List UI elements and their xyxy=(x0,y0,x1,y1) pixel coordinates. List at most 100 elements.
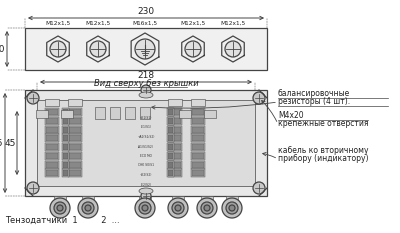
Bar xyxy=(191,126,205,134)
Text: 218: 218 xyxy=(138,71,154,80)
Bar xyxy=(62,152,69,160)
Bar xyxy=(63,127,68,133)
Bar xyxy=(204,110,216,118)
Bar xyxy=(191,161,205,168)
Circle shape xyxy=(226,202,238,214)
Circle shape xyxy=(141,85,151,95)
Circle shape xyxy=(253,182,265,194)
Text: 50: 50 xyxy=(0,45,5,54)
Bar xyxy=(168,118,173,124)
Bar xyxy=(169,118,181,124)
Bar xyxy=(140,107,150,119)
Bar xyxy=(46,135,58,141)
Bar xyxy=(168,169,182,177)
Bar xyxy=(201,196,213,202)
Bar xyxy=(172,196,184,202)
Bar xyxy=(36,110,48,118)
Circle shape xyxy=(204,205,210,211)
Bar xyxy=(168,135,173,141)
Bar xyxy=(46,153,58,159)
Bar xyxy=(68,126,82,134)
Bar xyxy=(125,107,135,119)
Bar xyxy=(191,99,205,106)
Bar xyxy=(63,153,68,159)
Bar xyxy=(168,99,182,106)
Bar xyxy=(45,169,59,177)
Bar xyxy=(167,134,174,142)
Bar xyxy=(167,152,174,160)
Circle shape xyxy=(201,202,213,214)
Bar xyxy=(169,161,181,168)
Text: M12x1,5: M12x1,5 xyxy=(220,21,246,26)
Text: Вид сверху без крышки: Вид сверху без крышки xyxy=(94,79,198,88)
Bar xyxy=(169,109,181,115)
Bar xyxy=(68,169,82,177)
Circle shape xyxy=(85,205,91,211)
Text: CHK S0/S1: CHK S0/S1 xyxy=(138,164,154,168)
Text: 45: 45 xyxy=(5,138,16,147)
Circle shape xyxy=(222,198,242,218)
Bar xyxy=(192,144,204,150)
Text: балансировочные: балансировочные xyxy=(278,89,350,98)
Bar xyxy=(46,144,58,150)
Bar xyxy=(168,144,173,150)
Bar xyxy=(54,196,66,202)
Bar xyxy=(192,135,204,141)
Bar xyxy=(191,108,205,116)
Bar xyxy=(45,117,59,125)
Bar xyxy=(25,28,267,70)
Text: крепежные отверстия: крепежные отверстия xyxy=(278,119,368,128)
Circle shape xyxy=(90,41,106,57)
Bar xyxy=(37,100,255,186)
Bar xyxy=(25,90,267,196)
Circle shape xyxy=(229,205,235,211)
Bar xyxy=(63,109,68,115)
Bar xyxy=(45,126,59,134)
Bar xyxy=(62,134,69,142)
Bar xyxy=(191,134,205,142)
Bar xyxy=(69,170,81,176)
Bar xyxy=(62,117,69,125)
Bar xyxy=(169,127,181,133)
Circle shape xyxy=(185,41,201,57)
Bar xyxy=(167,108,174,116)
Bar xyxy=(46,109,58,115)
Circle shape xyxy=(50,198,70,218)
Bar xyxy=(69,135,81,141)
Circle shape xyxy=(135,198,155,218)
Bar xyxy=(69,161,81,168)
Bar xyxy=(68,117,82,125)
Bar xyxy=(168,161,182,168)
Bar xyxy=(63,118,68,124)
Circle shape xyxy=(175,205,181,211)
Text: +E1(S1): +E1(S1) xyxy=(140,116,152,120)
Text: -A1(S1/S2): -A1(S1/S2) xyxy=(138,144,154,148)
Bar xyxy=(169,135,181,141)
Bar xyxy=(46,127,58,133)
Text: резисторы (4 шт).: резисторы (4 шт). xyxy=(278,97,350,106)
Bar xyxy=(168,134,182,142)
Bar xyxy=(95,107,105,119)
Bar xyxy=(167,169,174,177)
Circle shape xyxy=(50,41,66,57)
Circle shape xyxy=(27,92,39,104)
Bar xyxy=(68,161,82,168)
Text: M12x1,5: M12x1,5 xyxy=(45,21,71,26)
Bar xyxy=(169,170,181,176)
Circle shape xyxy=(141,191,151,201)
Bar xyxy=(61,110,73,118)
Bar xyxy=(168,161,173,168)
Bar xyxy=(191,117,205,125)
Bar xyxy=(46,118,58,124)
Text: 75: 75 xyxy=(0,138,3,147)
Circle shape xyxy=(168,198,188,218)
Bar xyxy=(63,135,68,141)
Bar xyxy=(168,153,173,159)
Bar xyxy=(68,99,82,106)
Bar xyxy=(45,152,59,160)
Text: M16x1,5: M16x1,5 xyxy=(132,21,158,26)
Bar xyxy=(45,134,59,142)
Bar xyxy=(192,161,204,168)
Bar xyxy=(167,161,174,168)
Bar xyxy=(192,118,204,124)
